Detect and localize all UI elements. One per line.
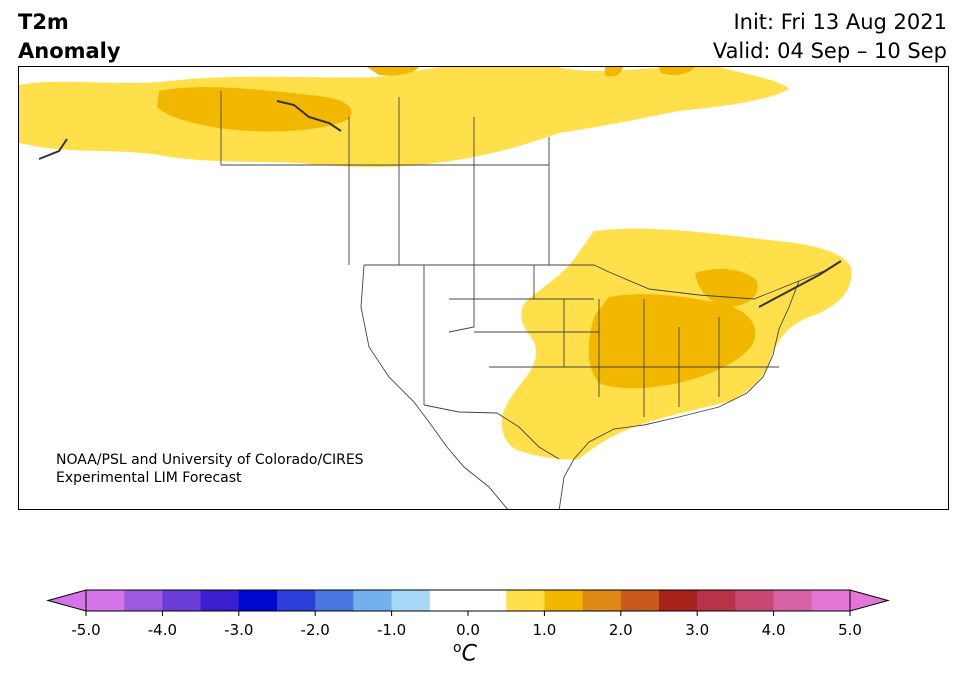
coastline-atlantic	[558, 280, 800, 509]
colorbar-tick-label: 0.0	[456, 621, 480, 639]
colorbar-bin	[86, 590, 125, 611]
unit-degree-sign: o	[453, 640, 462, 656]
colorbar-bin	[811, 590, 851, 611]
colorbar-tick-label: 5.0	[838, 621, 862, 639]
rivers	[38, 100, 842, 308]
colorbar-extend-under	[46, 589, 87, 612]
anomaly-core-arctic-c	[659, 67, 695, 75]
unit-letter: C	[461, 641, 477, 667]
colorbar-bin	[773, 590, 813, 611]
river-yukon	[38, 138, 68, 160]
colorbar-bin	[238, 590, 278, 611]
chart-title: T2m Anomaly	[18, 8, 121, 66]
colorbar-tick-label: -1.0	[377, 621, 406, 639]
colorbar-tick-label: -3.0	[224, 621, 253, 639]
colorbar: -5.0 -4.0 -3.0 -2.0 -1.0 0.0 1.0 2.0 3.0 4.0 5.0	[46, 589, 890, 639]
borders	[220, 91, 830, 509]
colorbar-bin	[391, 590, 431, 611]
colorbar-bin	[162, 590, 202, 611]
colorbar-bin	[315, 590, 354, 611]
colorbar-bin	[277, 590, 316, 611]
anomaly-core-greatlakes	[695, 268, 758, 307]
colorbar-bin	[659, 590, 698, 611]
anomaly-core-canada	[157, 87, 352, 132]
map-panel: NOAA/PSL and University of Colorado/CIRE…	[18, 66, 949, 510]
colorbar-bin	[735, 590, 775, 611]
colorbar-tick-label: -2.0	[301, 621, 330, 639]
forecast-dates: Init: Fri 13 Aug 2021 Valid: 04 Sep – 10…	[713, 8, 947, 66]
colorbar-extend-over	[849, 589, 890, 612]
colorbar-bin	[506, 590, 545, 611]
anomaly-band-medium	[157, 67, 758, 389]
river-mackenzie	[276, 100, 342, 132]
state-line-2	[448, 265, 475, 333]
anomaly-core-midwest	[588, 294, 756, 389]
credit-line-2: Experimental LIM Forecast	[56, 470, 242, 486]
colorbar-bin	[429, 590, 469, 611]
colorbar-tick-label: 1.0	[532, 621, 556, 639]
title-line-variable: T2m	[18, 10, 69, 34]
colorbar-bin	[124, 590, 163, 611]
valid-range: Valid: 04 Sep – 10 Sep	[712, 39, 947, 63]
map-svg	[19, 67, 948, 509]
colorbar-tick-label: 2.0	[609, 621, 633, 639]
coastline-pacific	[360, 264, 508, 509]
colorbar-tick-label: -4.0	[148, 621, 177, 639]
colorbar-tick-label: 3.0	[685, 621, 709, 639]
colorbar-bin	[200, 590, 240, 611]
colorbar-bin	[468, 590, 507, 611]
colorbar-bin	[697, 590, 736, 611]
colorbar-bin	[582, 590, 622, 611]
anomaly-core-arctic-b	[605, 67, 623, 77]
colorbar-bin	[544, 590, 584, 611]
init-date: Init: Fri 13 Aug 2021	[733, 10, 947, 34]
anomaly-core-arctic-a	[367, 67, 419, 76]
colorbar-unit: oC	[453, 640, 477, 666]
title-line-anomaly: Anomaly	[18, 39, 121, 63]
colorbar-tick-label: 4.0	[762, 621, 786, 639]
us-mexico-border	[423, 404, 560, 460]
credit-line-1: NOAA/PSL and University of Colorado/CIRE…	[56, 452, 364, 468]
colorbar-bin	[620, 590, 660, 611]
colorbar-tick-label: -5.0	[71, 621, 100, 639]
colorbar-bin	[353, 590, 393, 611]
river-stlawrence	[758, 260, 842, 308]
